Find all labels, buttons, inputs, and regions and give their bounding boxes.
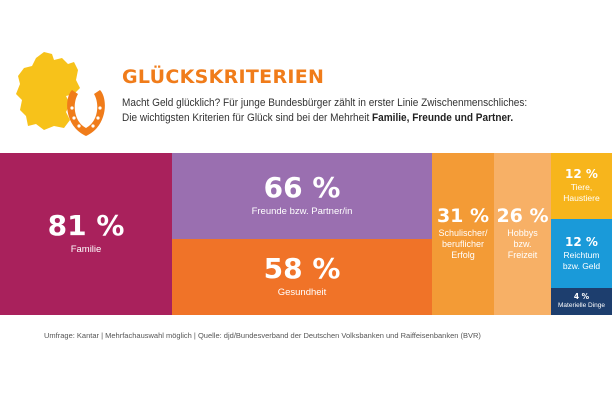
tile-familie-label: Familie	[70, 244, 102, 256]
tile-gesundheit: 58 % Gesundheit	[172, 239, 432, 315]
tile-reichtum: 12 % Reichtum bzw. Geld	[551, 219, 612, 288]
tile-freunde-value: 66 %	[263, 171, 341, 205]
germany-map-icon	[16, 52, 80, 130]
intro-line-2: Die wichtigsten Kriterien für Glück sind…	[122, 111, 559, 126]
tile-freunde-label: Freunde bzw. Partner/in	[251, 206, 353, 218]
tile-tiere-label: Tiere, Haustiere	[563, 182, 600, 203]
tile-gesundheit-value: 58 %	[263, 252, 341, 286]
tile-materielle: 4 % Materielle Dinge	[551, 288, 612, 315]
intro-line-1: Macht Geld glücklich? Für junge Bundesbü…	[122, 97, 528, 109]
tile-freunde: 66 % Freunde bzw. Partner/in	[172, 153, 432, 239]
tile-materielle-label: Materielle Dinge	[558, 302, 605, 310]
source-footnote: Umfrage: Kantar | Mehrfachauswahl möglic…	[44, 331, 481, 340]
horseshoe-icon	[67, 90, 105, 136]
tile-familie: 81 % Familie	[0, 153, 172, 315]
tile-tiere-value: 12 %	[565, 167, 598, 182]
intro-text: Macht Geld glücklich? Für junge Bundesbü…	[122, 96, 559, 126]
intro-line-2-text: Die wichtigsten Kriterien für Glück sind…	[122, 112, 373, 124]
tile-schule-label: Schulischer/ beruflicher Erfolg	[438, 227, 488, 261]
tile-hobbys: 26 % Hobbys bzw. Freizeit	[494, 153, 551, 315]
tile-gesundheit-label: Gesundheit	[277, 287, 327, 299]
tile-schule-value: 31 %	[436, 204, 490, 227]
tile-reichtum-label: Reichtum bzw. Geld	[562, 249, 601, 271]
tile-tiere: 12 % Tiere, Haustiere	[551, 153, 612, 219]
tile-materielle-value: 4 %	[573, 291, 590, 301]
tile-familie-value: 81 %	[47, 209, 125, 243]
tile-reichtum-value: 12 %	[565, 234, 598, 249]
chart-title: GLÜCKSKRITERIEN	[122, 66, 325, 88]
tile-hobbys-value: 26 %	[496, 204, 549, 227]
tile-hobbys-label: Hobbys bzw. Freizeit	[507, 227, 538, 261]
tile-schule: 31 % Schulischer/ beruflicher Erfolg	[432, 153, 494, 315]
intro-line-2-bold: Familie, Freunde und Partner.	[372, 112, 514, 124]
